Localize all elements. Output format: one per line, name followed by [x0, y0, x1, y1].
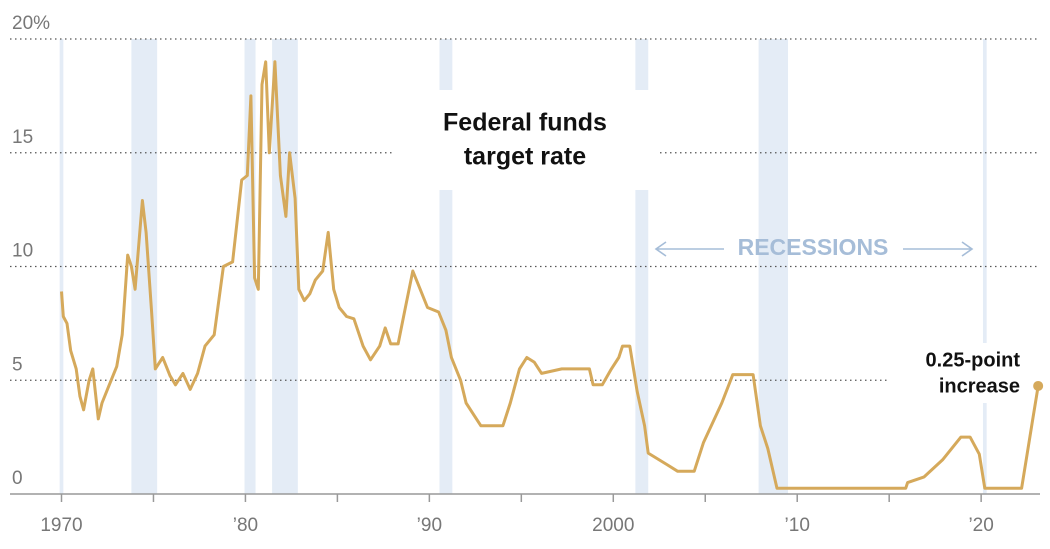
- arrow-left: [654, 241, 724, 257]
- rate-line: [60, 60, 1040, 490]
- annotation-backdrop: [890, 343, 1045, 403]
- chart-title: target rate: [464, 143, 586, 171]
- arrow-right: [903, 241, 974, 257]
- x-tick-label: ’10: [785, 515, 810, 536]
- x-tick-label: 2000: [592, 515, 634, 536]
- annotation: increase: [939, 375, 1020, 397]
- x-tick-label: 1970: [40, 515, 82, 536]
- y-tick-label: 20%: [12, 13, 50, 34]
- end-point: [1033, 380, 1044, 391]
- x-tick-label: ’20: [968, 515, 993, 536]
- y-tick-label: 5: [12, 354, 23, 375]
- x-tick-label: ’80: [233, 515, 258, 536]
- annotation: 0.25-point: [926, 349, 1021, 371]
- y-tick-label: 15: [12, 127, 33, 148]
- recession-label: RECESSIONS: [738, 234, 889, 260]
- recession-band: [982, 39, 987, 494]
- title-backdrop: [395, 90, 657, 190]
- x-tick-label: ’90: [417, 515, 442, 536]
- y-tick-label: 0: [12, 468, 23, 489]
- chart-title: Federal funds: [443, 109, 607, 137]
- y-tick-label: 10: [12, 241, 33, 262]
- recession-band: [758, 39, 789, 494]
